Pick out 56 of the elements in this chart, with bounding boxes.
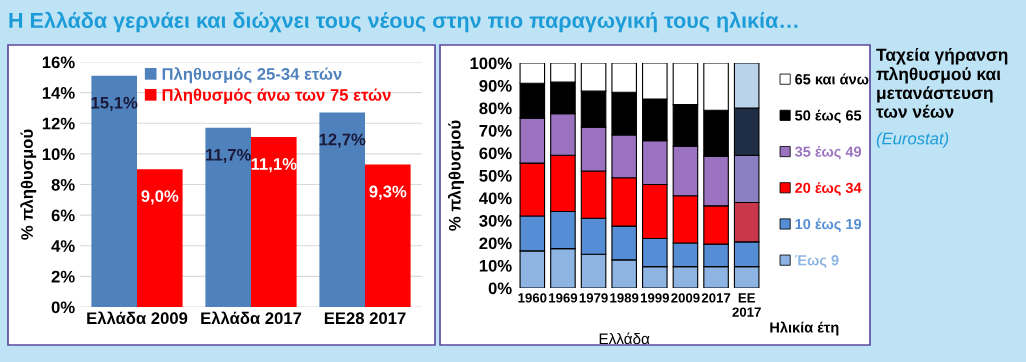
x-tick-label: Ελλάδα 2009 <box>87 311 188 325</box>
y-tick-label: 16% <box>42 56 75 69</box>
x-tick-label: ΕΕ28 2017 <box>324 312 406 325</box>
y-tick-label: 0% <box>51 301 75 314</box>
legend-label: 65 και άνω <box>795 73 869 85</box>
y-tick-label: 60% <box>479 147 512 160</box>
data-label: 9,3% <box>369 185 407 200</box>
bar <box>91 75 137 307</box>
x-tick-label: 1989 <box>610 293 639 303</box>
text: Ταχεία γήρανση πληθυσμού και μετανάστευση των νέων <box>876 48 1008 118</box>
y-tick-label: 12% <box>42 117 75 130</box>
x-tick-label: Ελλάδα 2017 <box>201 311 302 325</box>
x-tick-label: 1999 <box>640 293 669 303</box>
y-tick-label: 8% <box>51 178 75 191</box>
data-label: 9,0% <box>141 190 179 205</box>
x-axis-title: Ελλάδα <box>599 332 650 345</box>
y-tick-label: 2% <box>51 270 75 283</box>
legend-title: Ηλικία έτη <box>770 321 839 336</box>
y-tick-label: 0% <box>488 282 512 295</box>
y-tick-label: 10% <box>42 148 75 161</box>
bar <box>365 164 411 307</box>
x-tick-label: 2009 <box>671 293 700 303</box>
y-tick-label: 100% <box>470 57 512 70</box>
legend-label: Έως 9 <box>794 255 839 269</box>
legend-label: 20 έως 34 <box>795 182 862 196</box>
y-tick-label: 6% <box>51 209 75 222</box>
x-tick-label: 1960 <box>518 293 547 303</box>
x-tick-label: ΕΕ 2017 <box>732 293 761 317</box>
x-tick-label: 1969 <box>549 293 578 303</box>
y-axis-title: % πληθυσμού <box>20 129 37 240</box>
legend-label: Πληθυσμός άνω των 75 ετών <box>162 88 391 105</box>
chart-title: Η Ελλάδα γερνάει και διώχνει τους νέους στην πιο παραγωγική τους ηλικία… <box>9 11 798 33</box>
data-label: 11,7% <box>206 148 251 164</box>
y-tick-label: 70% <box>479 124 512 137</box>
text: (Eurostat) <box>876 132 949 148</box>
x-tick-label: 1979 <box>579 293 608 303</box>
legend-label: Πληθυσμός 25-34 ετών <box>162 67 342 84</box>
y-tick-label: 10% <box>479 259 512 272</box>
y-axis-title: % πληθυσμού <box>447 120 464 231</box>
x-tick-label: 2017 <box>701 293 731 303</box>
y-tick-label: 80% <box>479 102 512 115</box>
y-tick-label: 50% <box>479 169 512 182</box>
bar <box>319 112 365 307</box>
y-tick-label: 90% <box>479 79 512 92</box>
bar <box>251 137 297 307</box>
y-tick-label: 14% <box>42 87 75 99</box>
y-tick-label: 40% <box>479 192 512 205</box>
legend-label: 10 έως 19 <box>795 218 862 232</box>
y-tick-label: 20% <box>479 237 512 250</box>
y-tick-label: 30% <box>479 214 512 227</box>
data-label: 11,1% <box>251 158 297 173</box>
y-tick-label: 4% <box>51 240 75 252</box>
bar <box>205 127 251 307</box>
legend-label: 50 έως 65 <box>795 109 862 124</box>
legend-label: 35 έως 49 <box>794 145 862 160</box>
bar <box>137 169 183 307</box>
